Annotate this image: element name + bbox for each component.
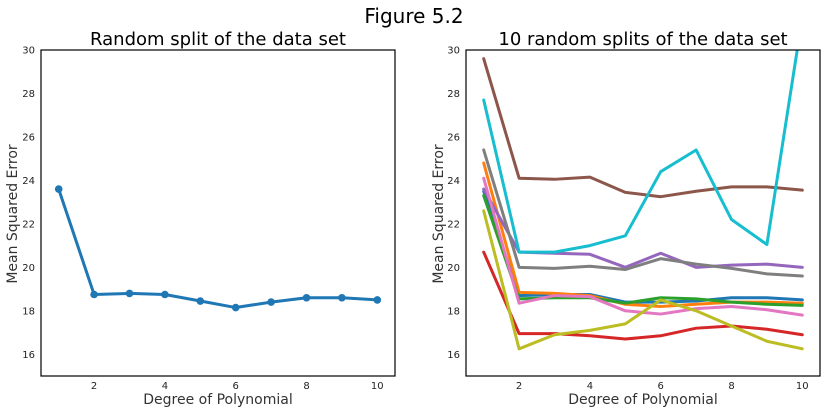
right-chart-plot bbox=[482, 50, 804, 351]
right-y-tick-label: 26 bbox=[447, 132, 460, 143]
right-x-tick-label: 4 bbox=[587, 381, 593, 392]
left-data-point bbox=[302, 293, 311, 302]
right-series-line-4 bbox=[482, 250, 804, 341]
right-series-line-9 bbox=[482, 209, 804, 351]
left-x-tick-label: 10 bbox=[371, 381, 384, 392]
left-chart: Random split of the data set Degree of P… bbox=[5, 29, 396, 408]
left-chart-xlabel: Degree of Polynomial bbox=[143, 392, 292, 408]
right-y-tick-label: 24 bbox=[447, 176, 460, 187]
left-data-point bbox=[373, 296, 382, 304]
left-chart-plot bbox=[54, 185, 382, 312]
right-y-tick-label: 22 bbox=[447, 219, 460, 230]
right-y-tick-label: 28 bbox=[447, 89, 460, 100]
left-chart-ylabel: Mean Squared Error bbox=[5, 144, 21, 284]
left-x-tick-label: 4 bbox=[162, 381, 168, 392]
left-y-tick-label: 22 bbox=[22, 219, 35, 230]
right-series-line-3 bbox=[482, 194, 804, 307]
right-chart-xlabel: Degree of Polynomial bbox=[568, 392, 717, 408]
right-x-tick-label: 2 bbox=[516, 381, 522, 392]
right-chart-title: 10 random splits of the data set bbox=[498, 29, 787, 50]
left-y-tick-label: 30 bbox=[22, 46, 35, 57]
right-series-line-6 bbox=[482, 57, 804, 199]
right-series-line-10 bbox=[482, 50, 799, 254]
left-y-tick-label: 18 bbox=[22, 306, 35, 317]
figure-title: Figure 5.2 bbox=[364, 4, 463, 28]
left-series-line-1 bbox=[57, 187, 379, 310]
left-data-point bbox=[338, 293, 346, 302]
right-series-line-8 bbox=[482, 148, 804, 278]
left-y-tick-label: 26 bbox=[22, 132, 35, 143]
left-y-tick-label: 20 bbox=[22, 263, 35, 274]
left-data-point bbox=[267, 298, 275, 306]
right-x-tick-label: 8 bbox=[728, 381, 734, 392]
left-x-tick-label: 8 bbox=[303, 381, 309, 392]
left-data-point bbox=[54, 185, 63, 193]
right-y-tick-label: 16 bbox=[447, 350, 460, 361]
left-plot-frame bbox=[40, 49, 396, 377]
left-x-tick-label: 2 bbox=[91, 381, 97, 392]
left-data-point bbox=[125, 289, 134, 298]
right-series-line-1 bbox=[482, 189, 804, 304]
right-y-tick-label: 30 bbox=[447, 46, 460, 57]
left-data-point bbox=[161, 290, 169, 299]
left-chart-title: Random split of the data set bbox=[90, 29, 346, 50]
right-x-tick-label: 10 bbox=[796, 381, 809, 392]
right-x-tick-label: 6 bbox=[658, 381, 664, 392]
right-plot-frame bbox=[465, 49, 821, 377]
right-y-tick-label: 18 bbox=[447, 306, 460, 317]
left-data-point bbox=[196, 297, 205, 305]
right-chart-ylabel: Mean Squared Error bbox=[431, 144, 447, 284]
left-data-point bbox=[90, 290, 98, 299]
left-y-tick-label: 24 bbox=[22, 176, 35, 187]
right-chart: 10 random splits of the data set Degree … bbox=[431, 29, 821, 408]
left-y-tick-label: 16 bbox=[22, 350, 35, 361]
right-y-tick-label: 20 bbox=[447, 263, 460, 274]
left-data-point bbox=[231, 303, 240, 312]
left-y-tick-label: 28 bbox=[22, 89, 35, 100]
left-x-tick-label: 6 bbox=[233, 381, 239, 392]
